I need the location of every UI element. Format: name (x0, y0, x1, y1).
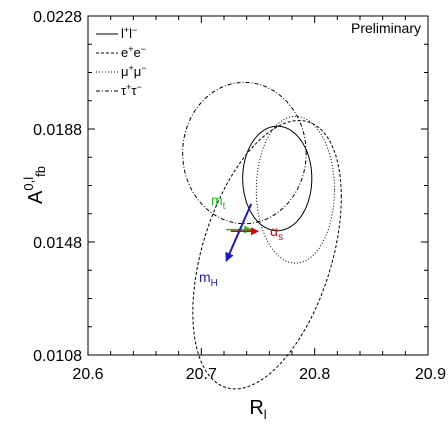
x-tick-label: 20.9 (415, 366, 446, 383)
legend-label: e+e− (121, 44, 146, 60)
legend-label: μ+μ− (121, 63, 147, 79)
y-tick-label: 0.0148 (33, 235, 82, 252)
contour-dotted (255, 115, 335, 264)
arrow-label-mh: mH (199, 269, 218, 289)
y-axis: 0.0108 0.0148 0.0188 0.0228 (33, 9, 428, 365)
contours (182, 81, 342, 390)
y-tick-label: 0.0108 (33, 348, 82, 365)
x-axis: 20.6 20.7 20.8 20.9 (72, 16, 446, 383)
x-tick-label: 20.6 (72, 366, 103, 383)
legend: l+l− e+e− μ+μ− τ+τ− (96, 25, 147, 98)
legend-label: l+l− (121, 25, 137, 41)
preliminary-note: Preliminary (351, 20, 421, 36)
contour-solid (242, 125, 313, 232)
y-axis-title: A0,lfb (21, 166, 48, 204)
x-axis-title: Rl (249, 397, 266, 422)
contour-dashed (192, 119, 342, 390)
contour-dashdot (182, 81, 307, 225)
arrow-line (225, 203, 253, 262)
x-tick-label: 20.7 (186, 366, 217, 383)
x-tick-label: 20.8 (299, 366, 330, 383)
y-tick-label: 0.0188 (33, 122, 82, 139)
arrow-label-mt: mt (211, 192, 226, 212)
effect-arrows: mt αs mH (199, 192, 283, 289)
y-tick-label: 0.0228 (33, 9, 82, 26)
legend-label: τ+τ− (121, 82, 142, 98)
arrow-label-alphas: αs (270, 223, 283, 243)
